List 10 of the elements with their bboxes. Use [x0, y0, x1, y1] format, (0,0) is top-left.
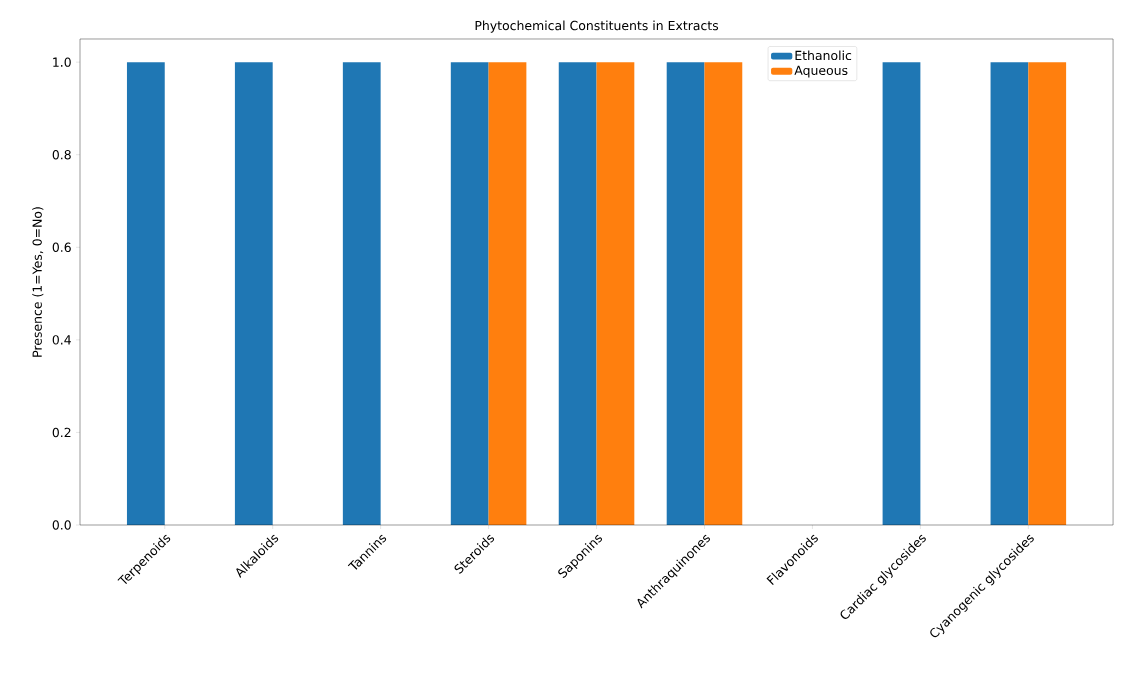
legend-label: Ethanolic	[795, 50, 852, 61]
y-tick-label: 1.0	[53, 57, 71, 67]
chart-title: Phytochemical Constituents in Extracts	[475, 20, 719, 33]
y-axis-title: Presence (1=Yes, 0=No)	[32, 207, 44, 357]
y-tick-label: 0.8	[52, 149, 71, 160]
y-tick-label: 0.2	[52, 427, 71, 438]
y-tick-label: 0.6	[52, 242, 71, 252]
legend-label: Aqueous	[794, 65, 848, 78]
y-tick-label: 0.4	[52, 335, 71, 345]
y-tick-label: 0.0	[52, 520, 71, 530]
